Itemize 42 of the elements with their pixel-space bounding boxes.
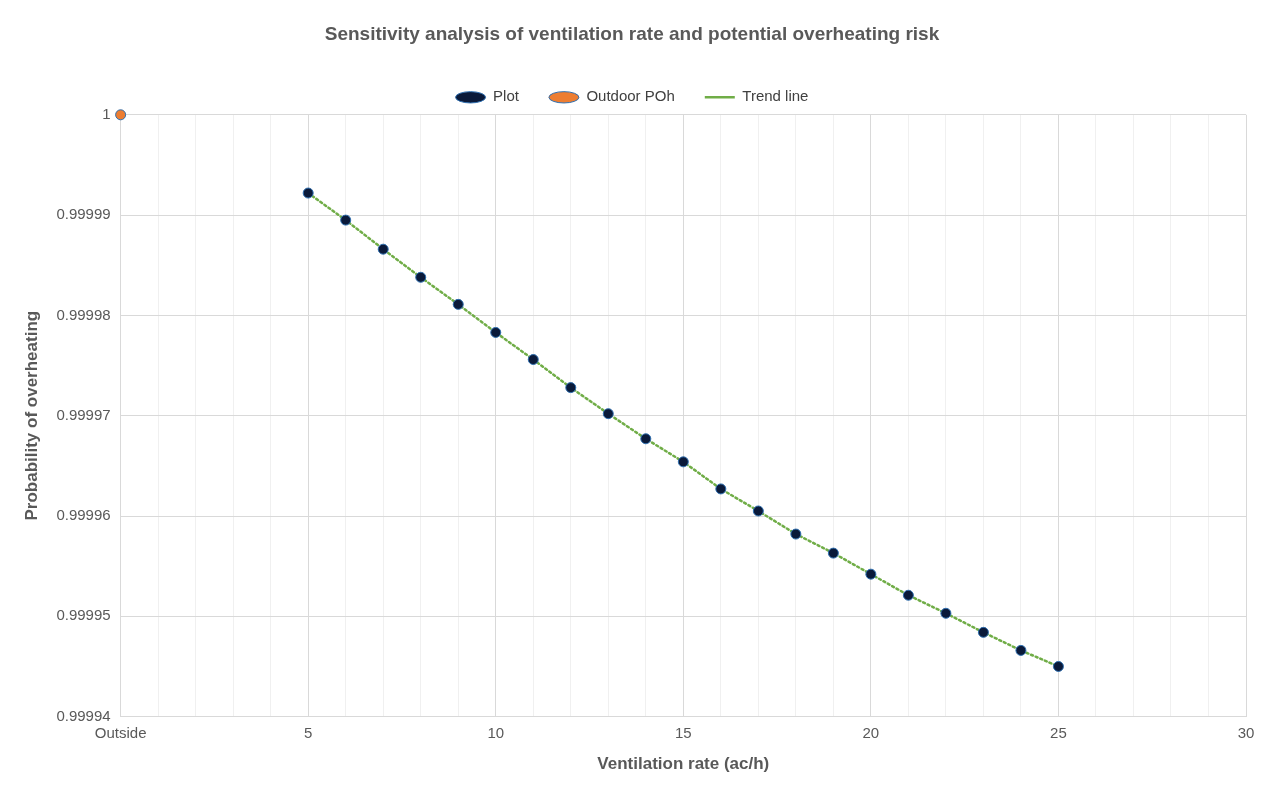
point <box>715 483 727 495</box>
point <box>752 505 764 517</box>
point <box>340 214 352 226</box>
point <box>415 271 427 283</box>
point <box>865 568 877 580</box>
point <box>677 456 689 468</box>
x-axis-title: Ventilation rate (ac/h) <box>597 754 770 774</box>
y-tick-label: 0.99999 <box>56 205 111 223</box>
point <box>115 109 127 121</box>
point <box>977 626 989 638</box>
y-tick-label: 1 <box>102 104 111 122</box>
point <box>790 528 802 540</box>
point <box>827 547 839 559</box>
point <box>527 354 539 366</box>
chart-title: Sensitivity analysis of ventilation rate and potential overheating risk <box>324 22 940 44</box>
y-tick-label: 0.99998 <box>56 305 111 323</box>
point <box>602 408 614 420</box>
y-tick-label: 0.99996 <box>56 506 111 524</box>
y-tick-label: 0.99995 <box>56 606 111 624</box>
point <box>377 243 389 255</box>
y-axis-title: Probability of overheating <box>21 310 41 521</box>
x-tick-label: 5 <box>304 723 313 741</box>
point <box>452 298 464 310</box>
point <box>1052 660 1064 672</box>
point <box>940 607 952 619</box>
y-tick-label: 0.99994 <box>56 706 111 724</box>
point <box>902 589 914 601</box>
x-tick-label: 20 <box>862 723 880 741</box>
point <box>302 187 314 199</box>
x-tick-label: 30 <box>1237 723 1255 741</box>
x-tick-label: 25 <box>1050 723 1067 741</box>
x-tick-label: Outside <box>94 723 147 741</box>
y-tick-label: 0.99997 <box>56 405 111 423</box>
x-tick-label: 15 <box>674 723 692 741</box>
legend-label: Plot <box>493 87 520 105</box>
legend-label: Outdoor POh <box>586 87 675 105</box>
point <box>565 382 577 394</box>
x-tick-label: 10 <box>487 723 505 741</box>
legend-label: Trend line <box>742 87 809 105</box>
point <box>1015 644 1027 656</box>
point <box>640 433 652 445</box>
point <box>490 326 502 338</box>
